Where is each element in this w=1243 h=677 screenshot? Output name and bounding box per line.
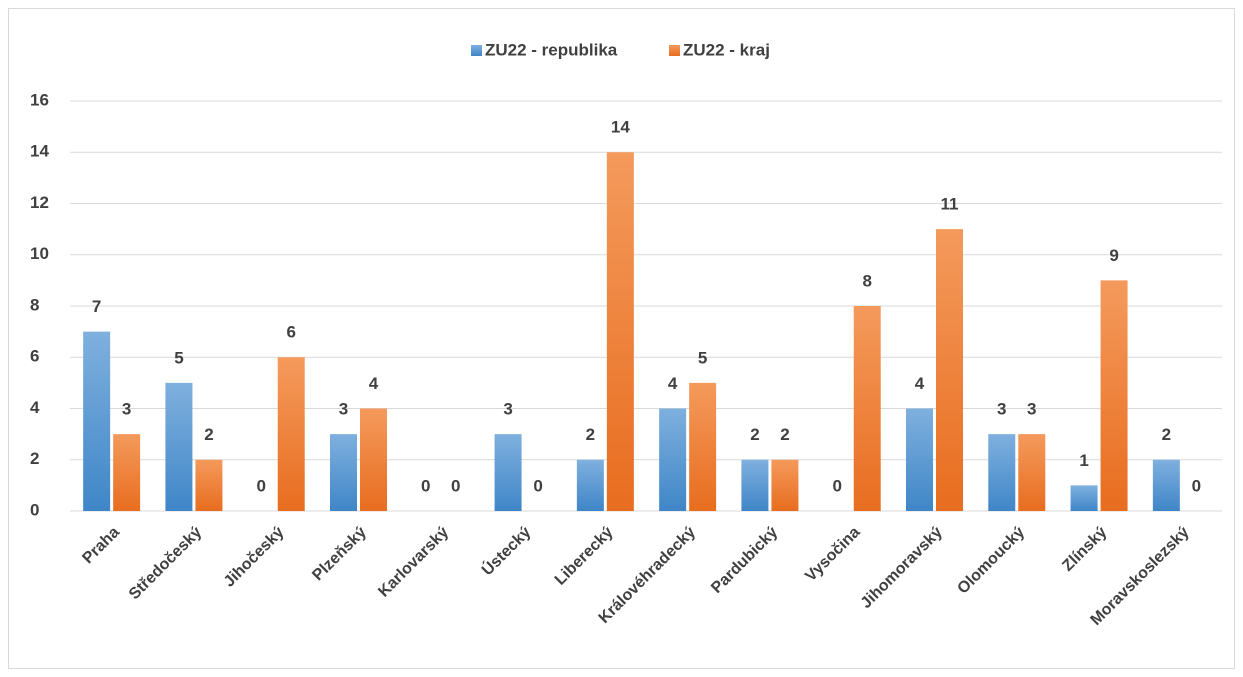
value-label: 14 bbox=[611, 118, 630, 137]
value-label: 3 bbox=[997, 400, 1006, 419]
value-label: 4 bbox=[915, 374, 925, 393]
value-label: 9 bbox=[1109, 246, 1118, 265]
value-label: 3 bbox=[339, 400, 348, 419]
bar bbox=[1152, 459, 1180, 511]
value-label: 0 bbox=[832, 476, 841, 495]
bar bbox=[906, 408, 933, 511]
bar bbox=[853, 306, 881, 511]
bar bbox=[689, 382, 717, 511]
bar bbox=[330, 434, 357, 511]
bar bbox=[741, 459, 769, 511]
legend-label: ZU22 - kraj bbox=[683, 40, 770, 59]
bar bbox=[277, 357, 305, 511]
value-label: 0 bbox=[1192, 476, 1201, 495]
value-label: 1 bbox=[1079, 451, 1088, 470]
bar bbox=[494, 434, 522, 511]
y-tick-label: 4 bbox=[30, 398, 40, 417]
y-tick-label: 12 bbox=[30, 193, 49, 212]
bar bbox=[360, 408, 387, 511]
value-label: 0 bbox=[421, 476, 430, 495]
y-tick-label: 10 bbox=[30, 244, 49, 263]
bar bbox=[988, 434, 1016, 511]
y-tick-label: 16 bbox=[30, 90, 49, 109]
value-label: 6 bbox=[286, 323, 295, 342]
value-label: 2 bbox=[1162, 425, 1171, 444]
bar bbox=[606, 152, 634, 511]
value-label: 3 bbox=[122, 400, 131, 419]
bar bbox=[113, 434, 141, 511]
value-label: 7 bbox=[92, 297, 101, 316]
bar bbox=[195, 459, 223, 511]
value-label: 5 bbox=[174, 348, 183, 367]
legend-swatch bbox=[471, 45, 482, 56]
y-tick-label: 14 bbox=[30, 142, 49, 161]
bar bbox=[659, 408, 687, 511]
value-label: 3 bbox=[503, 400, 512, 419]
value-label: 0 bbox=[451, 476, 460, 495]
value-label: 4 bbox=[668, 374, 678, 393]
bar bbox=[936, 229, 963, 511]
legend-swatch bbox=[669, 45, 680, 56]
value-label: 8 bbox=[862, 271, 871, 290]
bar bbox=[83, 331, 111, 511]
bar bbox=[165, 382, 193, 511]
value-label: 2 bbox=[204, 425, 213, 444]
bar bbox=[1100, 280, 1128, 511]
value-label: 2 bbox=[780, 425, 789, 444]
value-label: 2 bbox=[586, 425, 595, 444]
value-label: 0 bbox=[533, 476, 542, 495]
value-label: 3 bbox=[1027, 400, 1036, 419]
legend-label: ZU22 - republika bbox=[485, 40, 618, 59]
y-tick-label: 2 bbox=[30, 449, 39, 468]
y-tick-label: 6 bbox=[30, 347, 39, 366]
y-tick-label: 0 bbox=[30, 500, 39, 519]
bar bbox=[1018, 434, 1046, 511]
value-label: 11 bbox=[941, 195, 959, 214]
value-label: 0 bbox=[256, 476, 265, 495]
value-label: 2 bbox=[750, 425, 759, 444]
bar bbox=[771, 459, 799, 511]
y-tick-label: 8 bbox=[30, 295, 39, 314]
value-label: 4 bbox=[369, 374, 379, 393]
value-label: 5 bbox=[698, 348, 707, 367]
bar bbox=[576, 459, 604, 511]
bar bbox=[1070, 485, 1098, 511]
